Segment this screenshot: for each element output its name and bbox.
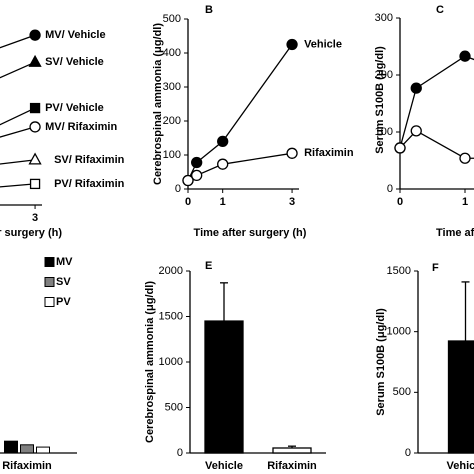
bar <box>204 320 244 454</box>
y-tick-label: 400 <box>163 47 181 59</box>
y-axis-label: Cerebrospinal ammonia (μg/dl) <box>152 23 164 185</box>
x-axis-label: Time after surgery (h) <box>436 227 474 239</box>
x-tick-label: Vehicle <box>447 460 474 472</box>
marker <box>29 102 41 114</box>
legend-label: SV <box>56 276 71 288</box>
series-label: PV/ Vehicle <box>45 102 104 114</box>
y-tick-label: 1500 <box>159 310 183 322</box>
y-tick-label: 200 <box>163 115 181 127</box>
y-tick-label: 500 <box>393 386 411 398</box>
series-label: SV/ Vehicle <box>45 56 104 68</box>
y-tick-label: 300 <box>163 81 181 93</box>
x-axis-label: Time after surgery (h) <box>0 227 62 239</box>
data-line <box>0 126 36 138</box>
marker <box>29 178 41 190</box>
data-line <box>187 44 293 181</box>
marker <box>29 121 41 133</box>
y-tick-label: 0 <box>387 183 393 195</box>
series-label: Vehicle <box>304 38 342 50</box>
y-tick-label: 1000 <box>387 326 411 338</box>
series-label: MV/ Vehicle <box>45 29 106 41</box>
y-tick-label: 200 <box>375 69 393 81</box>
bar <box>447 340 474 454</box>
series-label: Rifaximin <box>304 147 354 159</box>
series-label: PV/ Rifaximin <box>54 178 125 190</box>
marker <box>394 142 406 154</box>
x-tick-label: 0 <box>185 196 191 208</box>
x-tick-label: Rifaximin <box>2 460 52 472</box>
data-line <box>0 107 36 126</box>
y-tick-label: 1500 <box>387 265 411 277</box>
marker <box>217 135 229 148</box>
marker <box>217 158 229 170</box>
marker <box>28 54 42 67</box>
marker <box>459 152 471 164</box>
x-axis-label: Time after surgery (h) <box>194 227 307 239</box>
data-line <box>0 61 36 79</box>
marker <box>459 50 471 62</box>
marker <box>29 29 41 41</box>
bar <box>272 447 312 454</box>
legend-label: MV <box>56 256 73 268</box>
y-tick-label: 500 <box>165 401 183 413</box>
marker <box>28 152 42 165</box>
marker <box>182 174 194 187</box>
x-tick-label: 3 <box>32 212 38 224</box>
series-label: SV/ Rifaximin <box>54 154 125 166</box>
x-tick-label: 1 <box>462 196 468 208</box>
x-tick-label: 3 <box>289 196 295 208</box>
y-axis-label: Serum S100B (μg/dl) <box>374 46 386 154</box>
legend-swatch <box>44 297 55 307</box>
marker <box>191 156 203 169</box>
marker <box>286 38 298 51</box>
y-tick-label: 100 <box>163 149 181 161</box>
data-line <box>399 55 474 149</box>
legend-label: PV <box>56 296 71 308</box>
panel-title: C <box>436 4 444 16</box>
y-tick-label: 2000 <box>159 265 183 277</box>
panel-title: E <box>205 260 212 272</box>
data-line <box>0 34 36 49</box>
y-tick-label: 0 <box>175 183 181 195</box>
marker <box>410 82 422 94</box>
series-label: MV/ Rifaximin <box>45 121 117 133</box>
bar <box>36 446 50 454</box>
legend-swatch <box>44 257 55 267</box>
marker <box>286 147 298 159</box>
marker <box>191 169 203 182</box>
y-tick-label: 1000 <box>159 356 183 368</box>
data-line <box>399 130 474 159</box>
y-tick-label: 500 <box>163 13 181 25</box>
y-tick-label: 300 <box>375 12 393 24</box>
legend-swatch <box>44 277 55 287</box>
y-axis-label: Cerebrospinal ammonia (μg/dl) <box>144 281 156 443</box>
y-tick-label: 100 <box>375 126 393 138</box>
bar <box>4 440 18 454</box>
x-tick-label: 1 <box>220 196 226 208</box>
bar <box>20 444 34 454</box>
x-tick-label: 0 <box>397 196 403 208</box>
y-tick-label: 0 <box>405 447 411 459</box>
data-line <box>0 183 36 188</box>
data-line <box>0 159 36 165</box>
panel-title: B <box>205 4 213 16</box>
panel-title: F <box>432 262 439 274</box>
x-tick-label: Rifaximin <box>267 460 317 472</box>
x-tick-label: Vehicle <box>205 460 243 472</box>
marker <box>410 125 422 137</box>
y-tick-label: 0 <box>177 447 183 459</box>
y-axis-label: Serum S100B (μg/dl) <box>375 308 387 416</box>
